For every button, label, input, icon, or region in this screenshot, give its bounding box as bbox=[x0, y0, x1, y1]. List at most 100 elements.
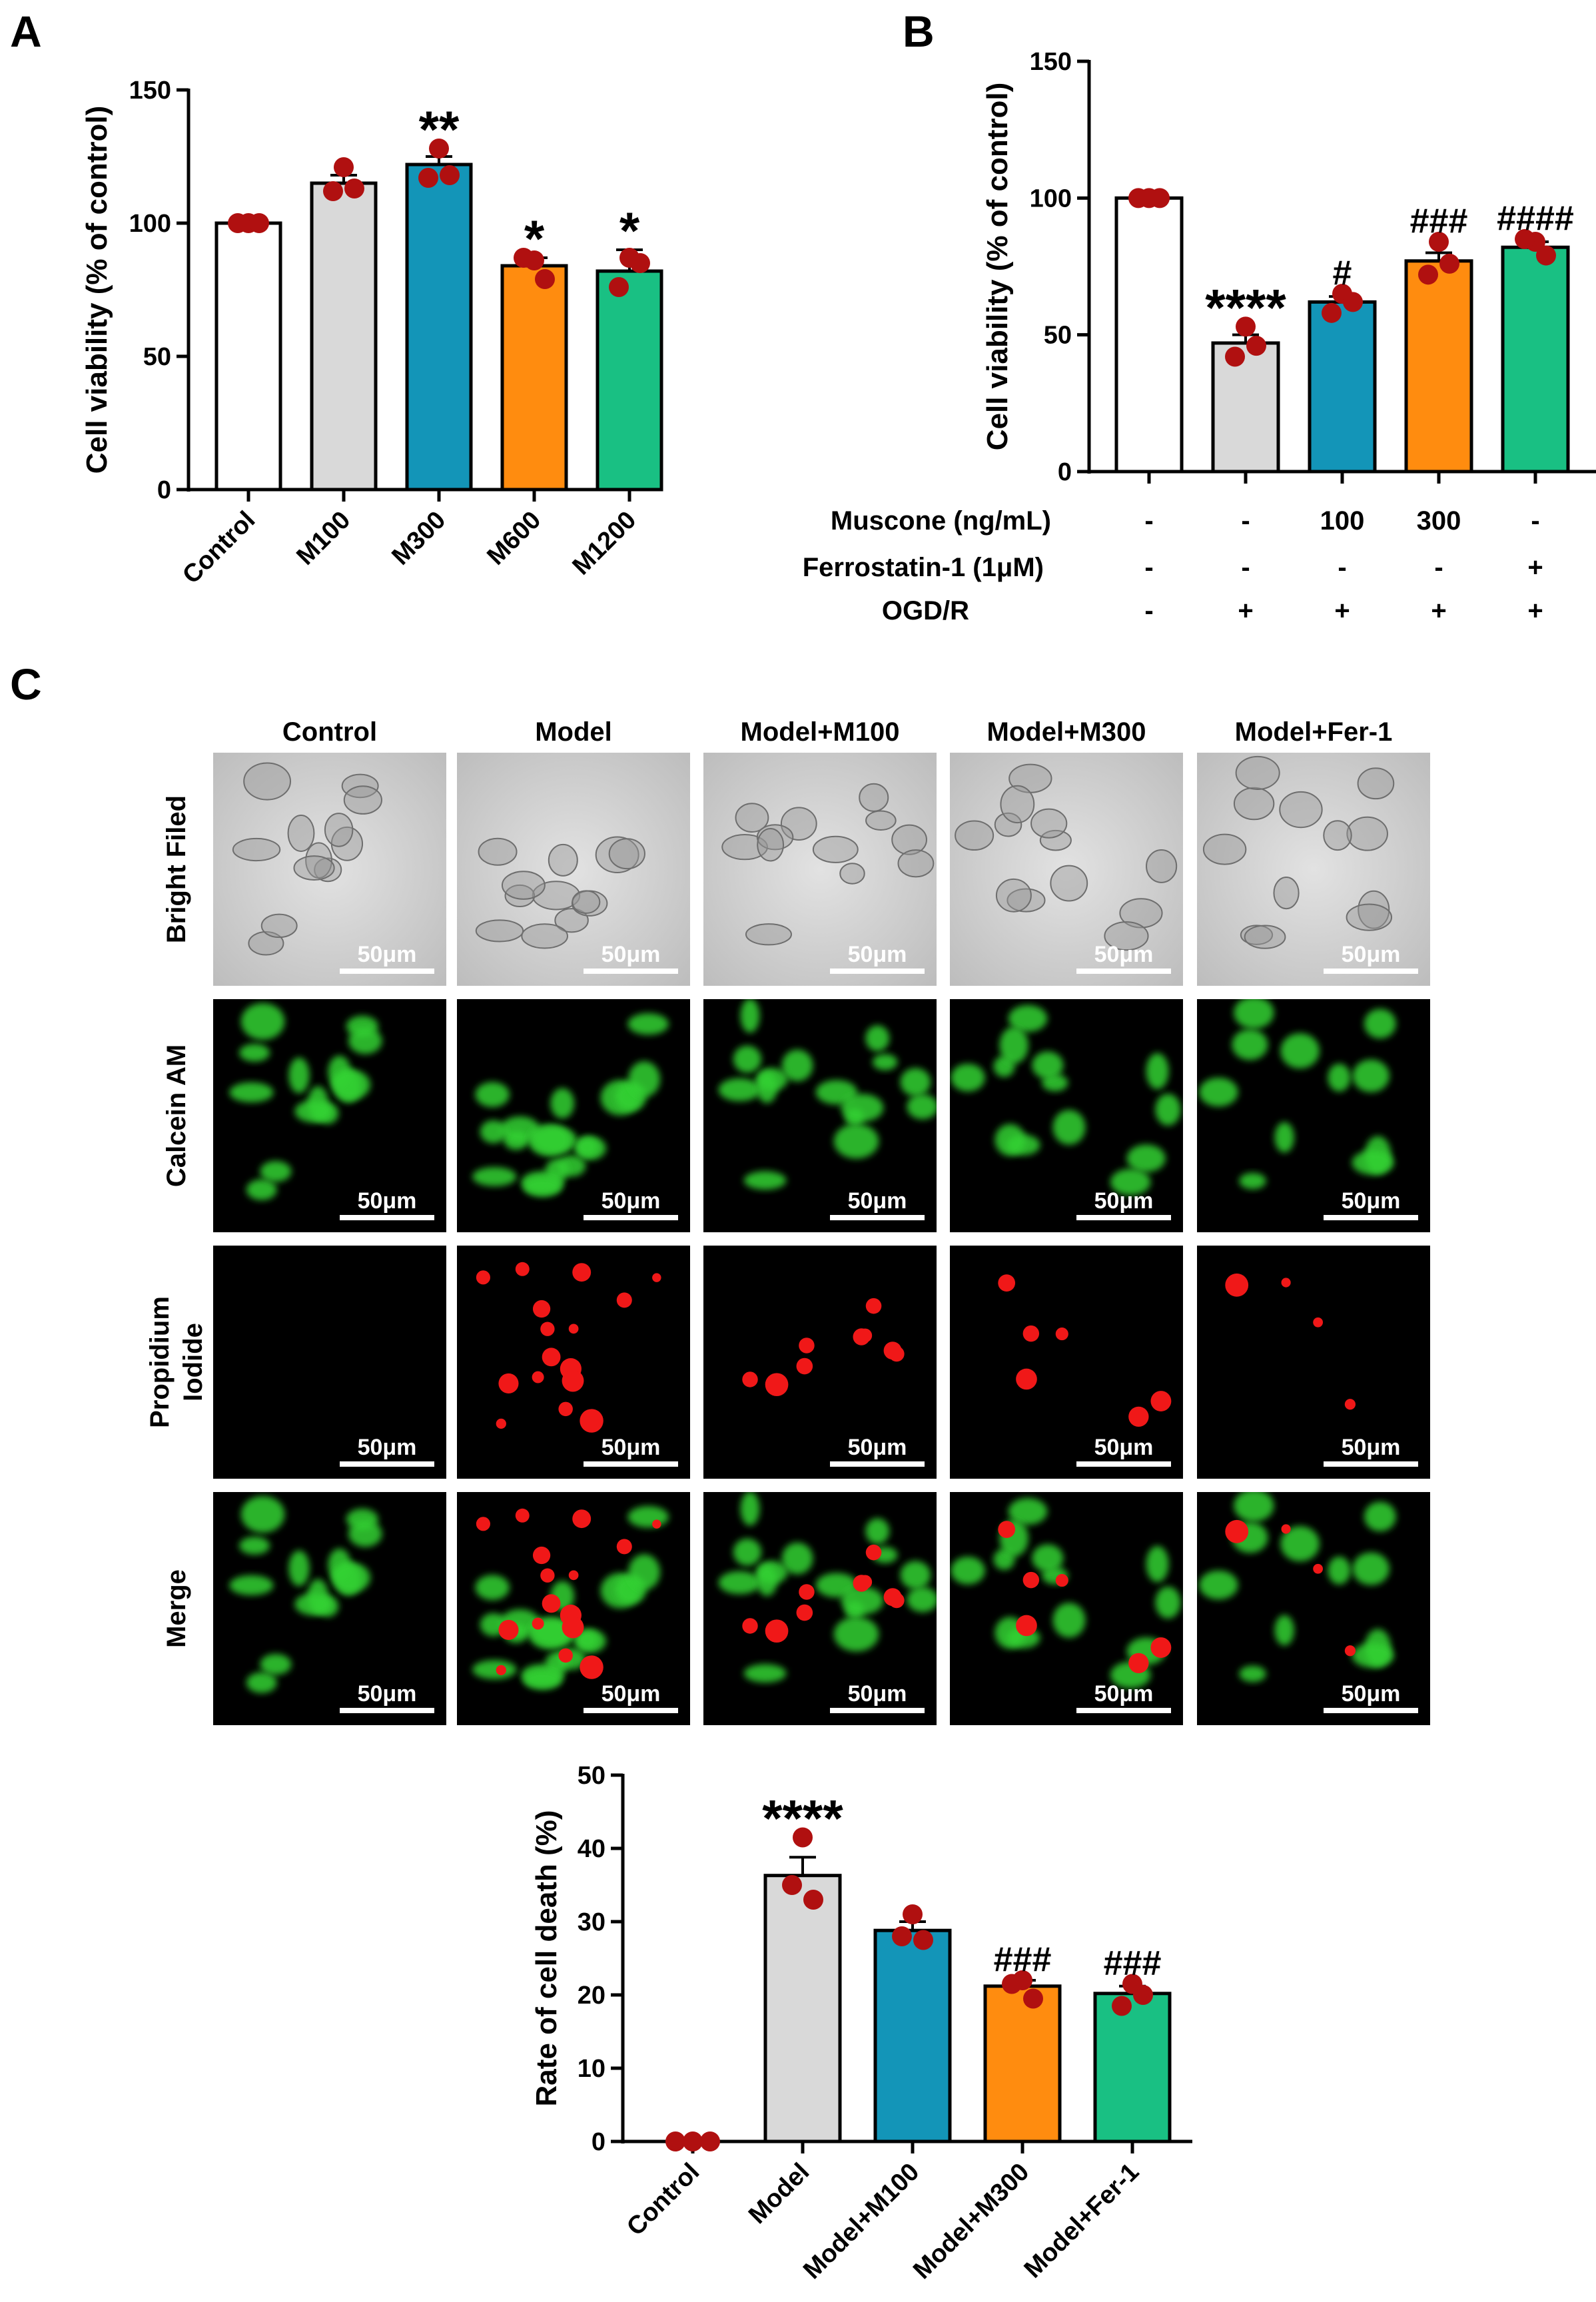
pi-nucleus bbox=[765, 1619, 789, 1643]
calcein-cell bbox=[740, 999, 760, 1033]
calcein-cell bbox=[1032, 1051, 1064, 1079]
scale-bar-label: 50μm bbox=[358, 1681, 417, 1707]
micrograph-cells bbox=[472, 1013, 669, 1197]
treatment-value: + bbox=[1334, 596, 1350, 625]
calcein-cell bbox=[951, 1556, 985, 1585]
scale-bar-label: 50μm bbox=[1342, 1188, 1401, 1214]
pi-nucleus bbox=[558, 1648, 573, 1663]
cell-outline bbox=[812, 835, 859, 863]
calcein-cell bbox=[1155, 1093, 1181, 1126]
scale-bar-label: 50μm bbox=[358, 1188, 417, 1214]
cell-outline bbox=[1346, 816, 1388, 851]
y-tick-label: 0 bbox=[157, 476, 171, 504]
micrograph-bright bbox=[457, 753, 690, 986]
pi-nucleus bbox=[865, 1544, 882, 1561]
x-category-label: Control bbox=[177, 506, 260, 589]
calcein-cell bbox=[1280, 1526, 1320, 1562]
calcein-cell bbox=[1328, 1063, 1351, 1092]
pi-nucleus bbox=[1225, 1519, 1249, 1543]
scale-bar-label: 50μm bbox=[848, 1435, 907, 1460]
cell-outline bbox=[955, 820, 995, 851]
calcein-cell bbox=[348, 1520, 382, 1547]
calcein-cell bbox=[628, 1554, 660, 1590]
pi-nucleus bbox=[1150, 1637, 1172, 1658]
calcein-cell bbox=[239, 1537, 270, 1555]
calcein-cell bbox=[1008, 1497, 1048, 1525]
y-tick-label: 50 bbox=[578, 1762, 605, 1790]
micrograph-cells bbox=[955, 763, 1178, 951]
cell-outline bbox=[1104, 921, 1149, 951]
pi-nucleus bbox=[498, 1619, 519, 1641]
data-point bbox=[903, 1904, 923, 1924]
calcein-cell bbox=[1274, 1615, 1294, 1646]
calcein-cell bbox=[331, 1070, 371, 1100]
micrograph-cells bbox=[232, 762, 382, 956]
cell-outline bbox=[1279, 791, 1323, 829]
micrograph-row-label: Bright Filed bbox=[162, 795, 191, 943]
calcein-cell bbox=[756, 1071, 778, 1104]
y-tick-label: 40 bbox=[578, 1835, 605, 1863]
data-point bbox=[1023, 1988, 1043, 2009]
pi-nucleus bbox=[572, 1263, 592, 1282]
micrograph-cells bbox=[1225, 1273, 1356, 1410]
micrograph-cells bbox=[742, 1298, 905, 1397]
data-point bbox=[1236, 316, 1256, 337]
pi-nucleus bbox=[532, 1546, 551, 1565]
bar bbox=[1114, 196, 1184, 474]
pi-nucleus bbox=[476, 1517, 490, 1531]
cell-outline bbox=[293, 855, 335, 881]
y-tick-label: 30 bbox=[578, 1908, 605, 1936]
pi-nucleus bbox=[1055, 1328, 1068, 1341]
calcein-cell bbox=[1199, 1570, 1238, 1600]
pi-nucleus bbox=[652, 1519, 661, 1529]
cell-outline bbox=[1039, 829, 1072, 851]
bar bbox=[214, 221, 282, 492]
micrograph-pi bbox=[950, 1246, 1183, 1479]
scale-bar-label: 50μm bbox=[601, 1681, 661, 1707]
pi-nucleus bbox=[742, 1618, 758, 1634]
pi-nucleus bbox=[616, 1292, 632, 1308]
micrograph-cells bbox=[1202, 755, 1395, 949]
pi-nucleus bbox=[799, 1584, 815, 1600]
calcein-cell bbox=[1199, 1077, 1238, 1107]
pi-nucleus bbox=[998, 1274, 1016, 1292]
micrograph-cells bbox=[475, 836, 645, 949]
cell-outline bbox=[1233, 787, 1275, 821]
pi-nucleus bbox=[540, 1568, 555, 1583]
cell-outline bbox=[1119, 898, 1163, 929]
panel-letter-a: A bbox=[10, 7, 42, 56]
calcein-cell bbox=[294, 1100, 332, 1123]
micrograph-grid: Control Model Model+M100 Model+M300 Model+Fe… bbox=[145, 717, 1430, 1725]
bar bbox=[405, 163, 473, 492]
treatment-value: + bbox=[1527, 553, 1543, 582]
calcein-cell bbox=[1239, 1665, 1266, 1683]
y-tick-label: 150 bbox=[129, 77, 171, 105]
cell-outline bbox=[1357, 767, 1395, 800]
pi-nucleus bbox=[1022, 1325, 1040, 1342]
calcein-cell bbox=[865, 1025, 890, 1052]
calcein-cell bbox=[475, 1082, 510, 1108]
treatment-value: - bbox=[1144, 596, 1153, 625]
pi-nucleus bbox=[476, 1270, 490, 1285]
pi-nucleus bbox=[1313, 1317, 1324, 1328]
treatment-value: + bbox=[1238, 596, 1253, 625]
micrograph-bright bbox=[703, 753, 937, 986]
calcein-cell bbox=[995, 1124, 1026, 1156]
x-category-label: Model+Fer-1 bbox=[1019, 2158, 1145, 2284]
cell-outline bbox=[504, 884, 536, 908]
calcein-cell bbox=[260, 1653, 292, 1675]
cell-outline bbox=[305, 842, 332, 879]
micrograph-cells bbox=[718, 1492, 937, 1683]
treatment-value: - bbox=[1241, 553, 1250, 582]
micrograph-pi bbox=[703, 1246, 937, 1479]
calcein-cell bbox=[865, 1518, 890, 1545]
cell-outline bbox=[478, 837, 518, 866]
cell-outline bbox=[721, 834, 768, 861]
y-tick-label: 100 bbox=[129, 210, 171, 238]
bar bbox=[310, 181, 378, 492]
bar bbox=[500, 264, 568, 492]
calcein-cell bbox=[718, 1078, 761, 1102]
cell-outline bbox=[1273, 876, 1300, 910]
data-point bbox=[1133, 1985, 1153, 2005]
scale-bar-label: 50μm bbox=[1342, 1681, 1401, 1707]
